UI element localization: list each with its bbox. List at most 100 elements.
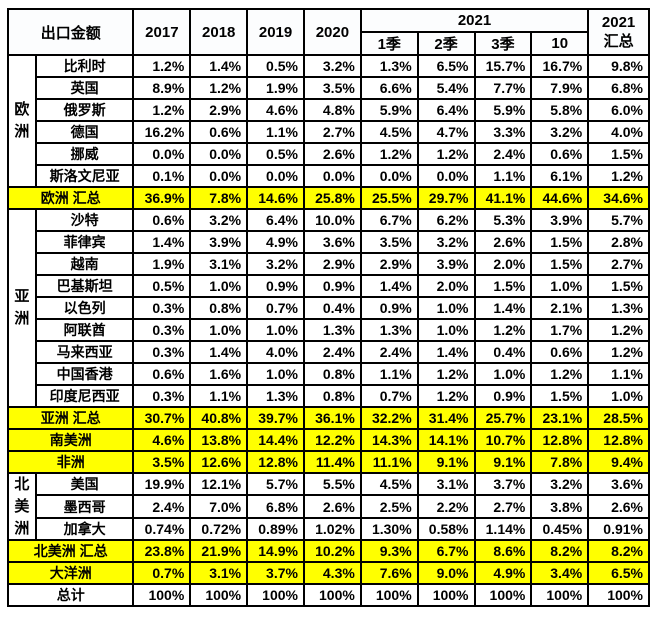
- row-label: 总计: [6, 583, 135, 608]
- value-cell: 3.1%: [416, 471, 476, 497]
- value-cell: 12.2%: [302, 428, 362, 452]
- value-cell: 1.2%: [587, 164, 650, 188]
- value-cell: 10.0%: [302, 208, 362, 232]
- value-cell: 1.0%: [189, 274, 249, 298]
- value-cell: 1.0%: [473, 362, 533, 386]
- table-row: 英国 8.9% 1.2% 1.9% 3.5% 6.6% 5.4% 7.7% 7.9% 6.8%: [8, 76, 650, 100]
- value-cell: 1.9%: [246, 76, 305, 100]
- row-label: 非洲: [6, 450, 135, 474]
- value-cell: 8.2%: [530, 539, 590, 564]
- value-cell: 0.3%: [132, 296, 192, 320]
- table-row: 德国 16.2% 0.6% 1.1% 2.7% 4.5% 4.7% 3.3% 3.2% 4.0%: [8, 120, 650, 144]
- value-cell: 25.5%: [359, 186, 419, 210]
- col-header-oct: 10: [530, 31, 590, 56]
- row-label: 北美洲 汇总: [6, 539, 135, 564]
- value-cell: 4.0%: [587, 120, 650, 144]
- table-row: 挪威 0.0% 0.0% 0.5% 2.6% 1.2% 1.2% 2.4% 0.6% 1.5%: [8, 142, 650, 166]
- row-label: 印度尼西亚: [34, 384, 135, 408]
- value-cell: 0.0%: [132, 142, 192, 166]
- value-cell: 1.0%: [189, 318, 249, 342]
- row-label: 美国: [34, 471, 135, 497]
- row-label: 英国: [34, 76, 135, 100]
- value-cell: 0.7%: [132, 561, 192, 586]
- header-row-2: 1季 2季 3季 10: [8, 31, 649, 56]
- value-cell: 1.1%: [246, 120, 305, 144]
- value-cell: 7.6%: [359, 561, 419, 586]
- value-cell: 5.4%: [416, 76, 476, 100]
- region-group-label: 北美洲: [7, 471, 37, 542]
- value-cell: 11.1%: [359, 450, 419, 474]
- value-cell: 1.3%: [359, 318, 419, 342]
- col-header-q3: 3季: [473, 31, 533, 56]
- value-cell: 4.7%: [416, 120, 476, 144]
- table-row: 越南 1.9% 3.1% 3.2% 2.9% 2.9% 3.9% 2.0% 1.5% 2.7%: [8, 252, 650, 276]
- col-header-q2: 2季: [416, 31, 476, 56]
- value-cell: 4.9%: [473, 561, 533, 586]
- table-body: 欧洲 比利时 1.2% 1.4% 0.5% 3.2% 1.3% 6.5% 15.7% 16.7% 9…: [6, 54, 650, 608]
- value-cell: 1.2%: [132, 54, 192, 78]
- value-cell: 100%: [302, 583, 362, 608]
- value-cell: 3.7%: [246, 561, 305, 586]
- summary-row: 欧洲 汇总 36.9% 7.8% 14.6% 25.8% 25.5% 29.7% 41.1% 4…: [6, 186, 650, 210]
- value-cell: 16.2%: [132, 120, 192, 144]
- value-cell: 2.8%: [587, 230, 650, 254]
- value-cell: 7.8%: [189, 186, 249, 210]
- value-cell: 3.1%: [189, 561, 249, 586]
- value-cell: 4.8%: [302, 98, 362, 122]
- row-label: 亚洲 汇总: [6, 406, 135, 430]
- value-cell: 2.6%: [587, 494, 650, 519]
- value-cell: 0.45%: [530, 516, 590, 542]
- row-label: 以色列: [34, 296, 135, 320]
- value-cell: 7.8%: [530, 450, 590, 474]
- value-cell: 6.4%: [416, 98, 476, 122]
- value-cell: 10.7%: [473, 428, 533, 452]
- table-row: 斯洛文尼亚 0.1% 0.0% 0.0% 0.0% 0.0% 0.0% 1.1% 6.1% 1.2…: [8, 164, 650, 188]
- value-cell: 3.6%: [302, 230, 362, 254]
- col-header-2020: 2020: [302, 8, 362, 56]
- value-cell: 0.5%: [132, 274, 192, 298]
- value-cell: 1.5%: [473, 274, 533, 298]
- value-cell: 44.6%: [530, 186, 590, 210]
- col-header-2019: 2019: [246, 8, 305, 56]
- summary-row: 南美洲 4.6% 13.8% 14.4% 12.2% 14.3% 14.1% 10.7% 12.…: [6, 428, 650, 452]
- value-cell: 2.7%: [587, 252, 650, 276]
- page-container: 出口金额 2017 2018 2019 2020 2021 2021 汇总 1季…: [6, 8, 650, 608]
- value-cell: 28.5%: [587, 406, 650, 430]
- value-cell: 0.4%: [473, 340, 533, 364]
- row-label: 加拿大: [34, 516, 135, 542]
- value-cell: 0.6%: [189, 120, 249, 144]
- value-cell: 0.0%: [189, 142, 249, 166]
- region-group-label: 亚洲: [7, 208, 37, 408]
- table-row: 菲律宾 1.4% 3.9% 4.9% 3.6% 3.5% 3.2% 2.6% 1.5% 2.8%: [8, 230, 650, 254]
- value-cell: 12.1%: [189, 471, 249, 497]
- value-cell: 30.7%: [132, 406, 192, 430]
- value-cell: 1.02%: [302, 516, 362, 542]
- value-cell: 7.9%: [530, 76, 590, 100]
- summary-row: 亚洲 汇总 30.7% 40.8% 39.7% 36.1% 32.2% 31.4% 25.7%…: [6, 406, 650, 430]
- value-cell: 3.2%: [530, 471, 590, 497]
- value-cell: 1.9%: [132, 252, 192, 276]
- value-cell: 12.8%: [587, 428, 650, 452]
- value-cell: 1.30%: [359, 516, 419, 542]
- col-header-q1: 1季: [359, 31, 419, 56]
- value-cell: 100%: [530, 583, 590, 608]
- value-cell: 3.3%: [473, 120, 533, 144]
- value-cell: 1.0%: [530, 274, 590, 298]
- value-cell: 31.4%: [416, 406, 476, 430]
- value-cell: 1.1%: [473, 164, 533, 188]
- value-cell: 1.4%: [416, 340, 476, 364]
- value-cell: 2.9%: [302, 252, 362, 276]
- table-row: 中国香港 0.6% 1.6% 1.0% 0.8% 1.1% 1.2% 1.0% 1.2% 1.1%: [8, 362, 650, 386]
- table-row: 马来西亚 0.3% 1.4% 4.0% 2.4% 2.4% 1.4% 0.4% 0.6% 1.2%: [8, 340, 650, 364]
- value-cell: 1.5%: [530, 384, 590, 408]
- table-row: 印度尼西亚 0.3% 1.1% 1.3% 0.8% 0.7% 1.2% 0.9% 1.5% 1.0…: [8, 384, 650, 408]
- value-cell: 14.6%: [246, 186, 305, 210]
- value-cell: 2.6%: [302, 494, 362, 519]
- col-header-2021-total-line1: 2021: [601, 13, 636, 31]
- value-cell: 0.6%: [132, 208, 192, 232]
- value-cell: 1.1%: [587, 362, 650, 386]
- row-label: 比利时: [34, 54, 135, 78]
- value-cell: 6.6%: [359, 76, 419, 100]
- value-cell: 1.3%: [587, 296, 650, 320]
- value-cell: 0.0%: [302, 164, 362, 188]
